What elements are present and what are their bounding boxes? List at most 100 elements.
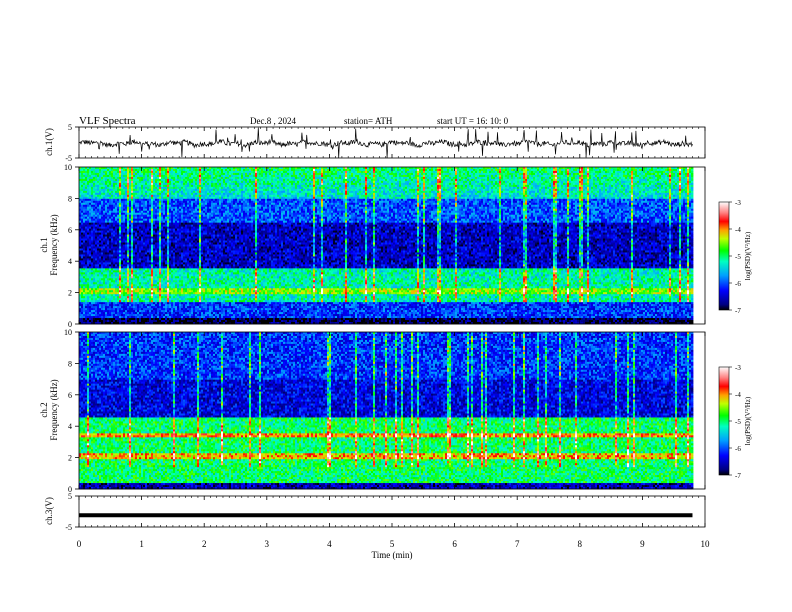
- ch1-spectrogram-cell: [89, 224, 92, 228]
- ch1-spectrogram-cell: [113, 244, 116, 247]
- ch1-spectrogram-cell: [111, 304, 114, 307]
- ch1-spectrogram-cell: [107, 192, 110, 196]
- ch1-spectrogram-cell: [105, 300, 108, 303]
- ch1-spectrogram-cell: [83, 282, 86, 285]
- ch1-spectrogram-cell: [103, 256, 106, 259]
- ch1-spectrogram-cell: [107, 170, 110, 174]
- ch1-spectrogram-cell: [81, 184, 84, 188]
- ch1-spectrogram-cell: [107, 174, 110, 178]
- ch1-spectrogram-cell: [97, 266, 100, 269]
- ch1-spectrogram-cell: [117, 238, 120, 241]
- ch1-spectrogram-cell: [87, 256, 90, 259]
- ch1-spectrogram-cell: [93, 318, 96, 321]
- ch1-spectrogram-cell: [81, 306, 84, 309]
- ch1-spectrogram-cell: [113, 302, 116, 305]
- ch1-spectrogram-cell: [107, 200, 110, 204]
- ch1-spectrogram-cell: [115, 204, 118, 208]
- ch1-spectrogram-cell: [93, 204, 96, 208]
- ch1-spectrogram-cell: [113, 300, 116, 303]
- ch1-spectrogram-cell: [113, 270, 116, 273]
- ch1-spectrogram-cell: [113, 172, 116, 176]
- ch1-spectrogram-cell: [87, 182, 90, 186]
- ch1-spectrogram-cell: [105, 264, 108, 267]
- ch1-spectrogram-cell: [111, 170, 114, 174]
- ch1-spectrogram-cell: [115, 258, 118, 261]
- ch1-spectrogram-cell: [81, 236, 84, 239]
- ch1-spectrogram-cell: [101, 196, 104, 200]
- ch1-spectrogram-cell: [109, 174, 112, 178]
- ch1-spectrogram-cell: [79, 234, 82, 237]
- ch1-spectrogram-cell: [79, 218, 82, 222]
- ch1-spectrogram-cell: [111, 288, 114, 291]
- ch1-spectrogram-cell: [117, 222, 120, 226]
- ch1-spectrogram-cell: [115, 170, 118, 174]
- ch1-spectrogram-cell: [109, 210, 112, 214]
- ch1-spectrogram-cell: [79, 236, 82, 239]
- ch1-spectrogram-cell: [79, 278, 82, 281]
- ch1-spectrogram-cell: [81, 272, 84, 275]
- ch1-spectrogram-cell: [93, 302, 96, 305]
- ch1-spectrogram-cell: [113, 232, 116, 235]
- ch1-spectrogram-cell: [107, 290, 110, 293]
- ch1-spectrogram-cell: [91, 260, 94, 263]
- ch1-spectrogram-cell: [89, 308, 92, 311]
- ch1-spectrogram-cell: [109, 182, 112, 186]
- ch1-spectrogram-cell: [117, 312, 120, 315]
- ch1-spectrogram-cell: [81, 228, 84, 231]
- ch1-spectrogram-cell: [115, 208, 118, 212]
- ch1-spectrogram-cell: [109, 234, 112, 237]
- ch1-spectrogram-cell: [111, 300, 114, 303]
- ch1-spectrogram-cell: [79, 300, 82, 303]
- ch1-spectrogram-cell: [89, 194, 92, 198]
- ch1-spectrogram-cell: [113, 280, 116, 283]
- ch1-spectrogram-cell: [103, 226, 106, 230]
- ch1-spectrogram-cell: [97, 204, 100, 208]
- ch1-spectrogram-cell: [109, 167, 112, 170]
- ch1-spectrogram-cell: [109, 314, 112, 317]
- ch1-spectrogram-cell: [83, 272, 86, 275]
- ch1-spectrogram-cell: [97, 306, 100, 309]
- ch1-spectrogram-cell: [87, 248, 90, 251]
- ch1-spectrogram-cell: [87, 314, 90, 317]
- ch1-spectrogram-cell: [89, 178, 92, 182]
- ch1-spectrogram-cell: [85, 316, 88, 319]
- figure-title: VLF Spectra: [79, 115, 136, 127]
- ch1-spectrogram-cell: [83, 286, 86, 289]
- ch1-spectrogram-cell: [99, 208, 102, 212]
- ch1-spectrogram-cell: [99, 186, 102, 190]
- ch1-spectrogram-cell: [101, 218, 104, 222]
- ch1-spectrogram-cell: [101, 172, 104, 176]
- ch1-spectrogram-cell: [119, 196, 122, 200]
- ch1-spectrogram-cell: [91, 226, 94, 230]
- ch1-spectrogram-cell: [103, 254, 106, 257]
- ch1-spectrogram-cell: [83, 228, 86, 231]
- ch1-spectrogram-cell: [97, 244, 100, 247]
- ch1-spectrogram-cell: [103, 176, 106, 180]
- ch1-spectrogram-cell: [85, 240, 88, 243]
- ch1-spectrogram-cell: [89, 280, 92, 283]
- ch1-spectrogram-cell: [95, 208, 98, 212]
- ch1-spectrogram-cell: [103, 228, 106, 231]
- ch1-spectrogram-cell: [89, 248, 92, 251]
- ch1-spectrogram-cell: [95, 214, 98, 218]
- ch1-spectrogram-cell: [85, 178, 88, 182]
- ch1-spectrogram-cell: [81, 190, 84, 194]
- ch1-spectrogram-cell: [91, 248, 94, 251]
- ch1-spectrogram-cell: [87, 206, 90, 210]
- ch1-spectrogram-cell: [81, 224, 84, 228]
- ch1-spectrogram-cell: [115, 300, 118, 303]
- ch1-spectrogram-cell: [105, 167, 108, 170]
- ch1-spectrogram-cell: [85, 228, 88, 231]
- ch1-spectrogram-cell: [97, 322, 100, 325]
- ch1-spectrogram-cell: [83, 190, 86, 194]
- ch1-spectrogram-cell: [107, 318, 110, 321]
- ch1-spectrogram-cell: [95, 250, 98, 253]
- ch1-spectrogram-cell: [111, 312, 114, 315]
- ch1-spectrogram-cell: [119, 174, 122, 178]
- ch1-spectrogram-cell: [91, 212, 94, 216]
- ch1-spectrogram-cell: [113, 216, 116, 220]
- ch1-spectrogram-cell: [87, 322, 90, 325]
- ch1-spectrogram-cell: [113, 246, 116, 249]
- ch1-spectrogram-cell: [107, 230, 110, 233]
- ch1-spectrogram-cell: [99, 306, 102, 309]
